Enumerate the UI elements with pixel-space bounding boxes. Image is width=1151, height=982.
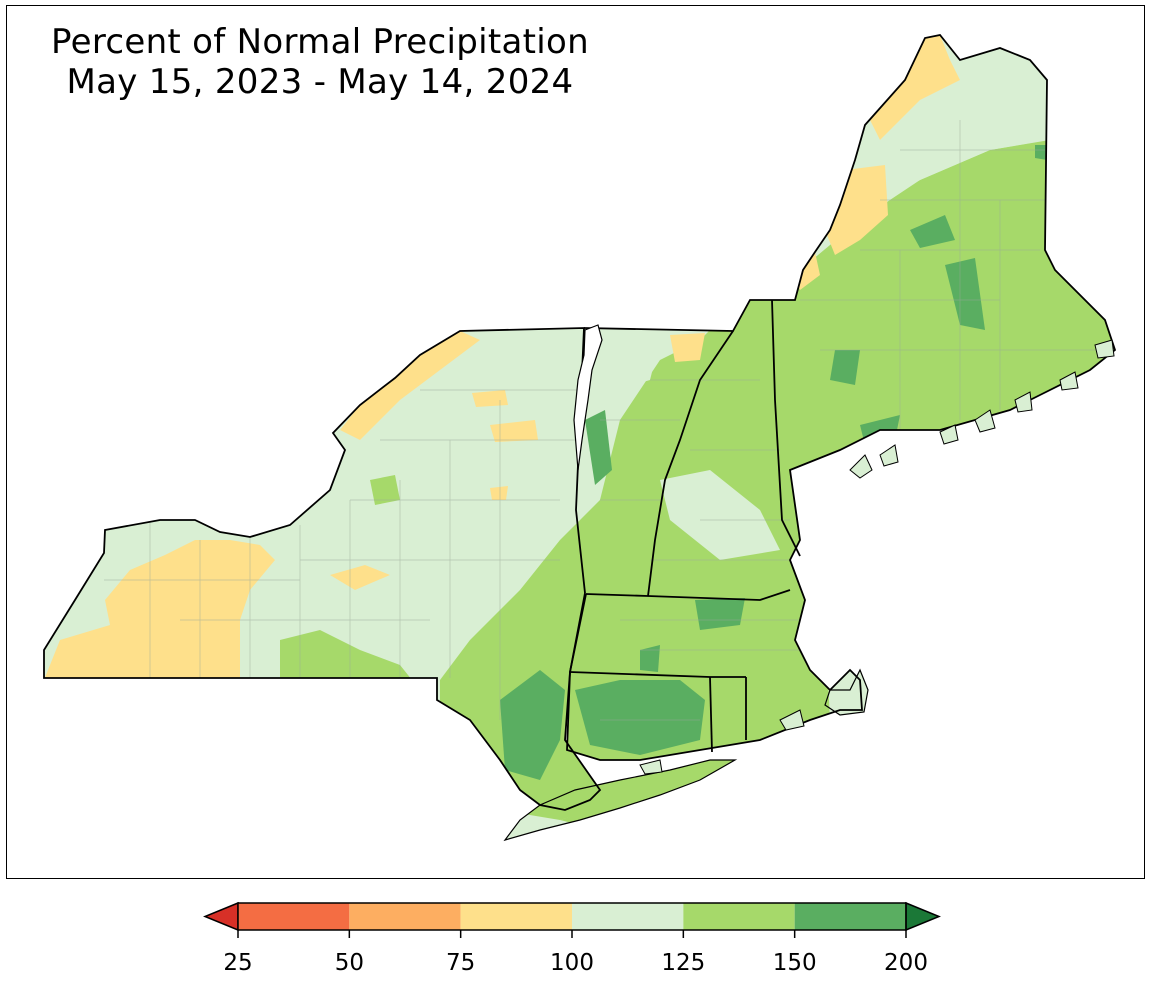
- new-york-border: [43, 327, 602, 811]
- long-island-border: [503, 759, 738, 842]
- field-150-200-maine-1: [910, 215, 955, 248]
- field-75-100-west-ny: [44, 540, 275, 690]
- ma-north-border: [585, 589, 791, 601]
- colorbar-tick-label: 50: [334, 950, 364, 976]
- ct-ri-border: [709, 676, 713, 753]
- field-150-200-ct: [575, 680, 705, 755]
- colorbar-cell: [238, 903, 350, 930]
- field-150-200-me-east: [1035, 145, 1047, 160]
- colorbar-cells: [203, 901, 941, 932]
- field-75-100-cny-3: [330, 565, 390, 590]
- field-75-100-cny-4: [490, 486, 508, 500]
- colorbar-tick-label: 75: [446, 950, 476, 976]
- colorbar-tick-label: 25: [223, 950, 253, 976]
- map-title-line-1: Percent of Normal Precipitation: [51, 22, 589, 62]
- maine-coast-islands: [639, 339, 1115, 775]
- field-100-125-vt-patch: [610, 340, 660, 390]
- field-150-200-maine-3: [830, 350, 860, 385]
- field-150-200-vt: [585, 410, 612, 485]
- colorbar-tick-label: 125: [661, 950, 706, 976]
- vt-nh-border: [647, 330, 734, 597]
- field-75-100-maine-w: [825, 165, 888, 255]
- nh-me-border: [771, 299, 801, 557]
- county-lines: [104, 120, 1100, 721]
- map-title-line-2: May 15, 2023 - May 14, 2024: [66, 62, 574, 102]
- field-125-150-central-ny: [370, 475, 400, 505]
- colorbar-extend-low: [203, 901, 239, 932]
- lake-champlain: [573, 324, 603, 471]
- new-england-border: [566, 34, 1117, 761]
- field-75-100-maine-n: [870, 35, 960, 140]
- state-borders: [43, 34, 1117, 842]
- field-75-100-adk: [670, 333, 705, 362]
- field-150-200-maine-2: [945, 258, 985, 330]
- cape-cod-land: [825, 670, 868, 715]
- field-75-100-cny-2: [472, 390, 508, 407]
- field-100-125-nh-patch: [660, 470, 780, 560]
- colorbar-tick-label: 150: [772, 950, 817, 976]
- field-150-200-ma: [695, 598, 745, 630]
- cape-cod-border: [824, 668, 869, 716]
- colorbar-cell: [460, 903, 572, 930]
- colorbar-tick-label: 100: [550, 950, 594, 976]
- colorbar-extend-high: [905, 901, 941, 932]
- colorbar-cell: [572, 903, 684, 930]
- field-150-200-hudson: [500, 670, 565, 780]
- colorbar-cell: [683, 903, 795, 930]
- field-150-200-ma-2: [640, 645, 660, 672]
- field-75-100-nny: [340, 331, 480, 440]
- colorbar-cell: [794, 903, 906, 930]
- colorbar-cell: [349, 903, 461, 930]
- colorbar-tick-marks: [237, 930, 907, 938]
- field-75-100-cny-1: [490, 420, 538, 442]
- colorbar-tick-label: 200: [884, 950, 928, 976]
